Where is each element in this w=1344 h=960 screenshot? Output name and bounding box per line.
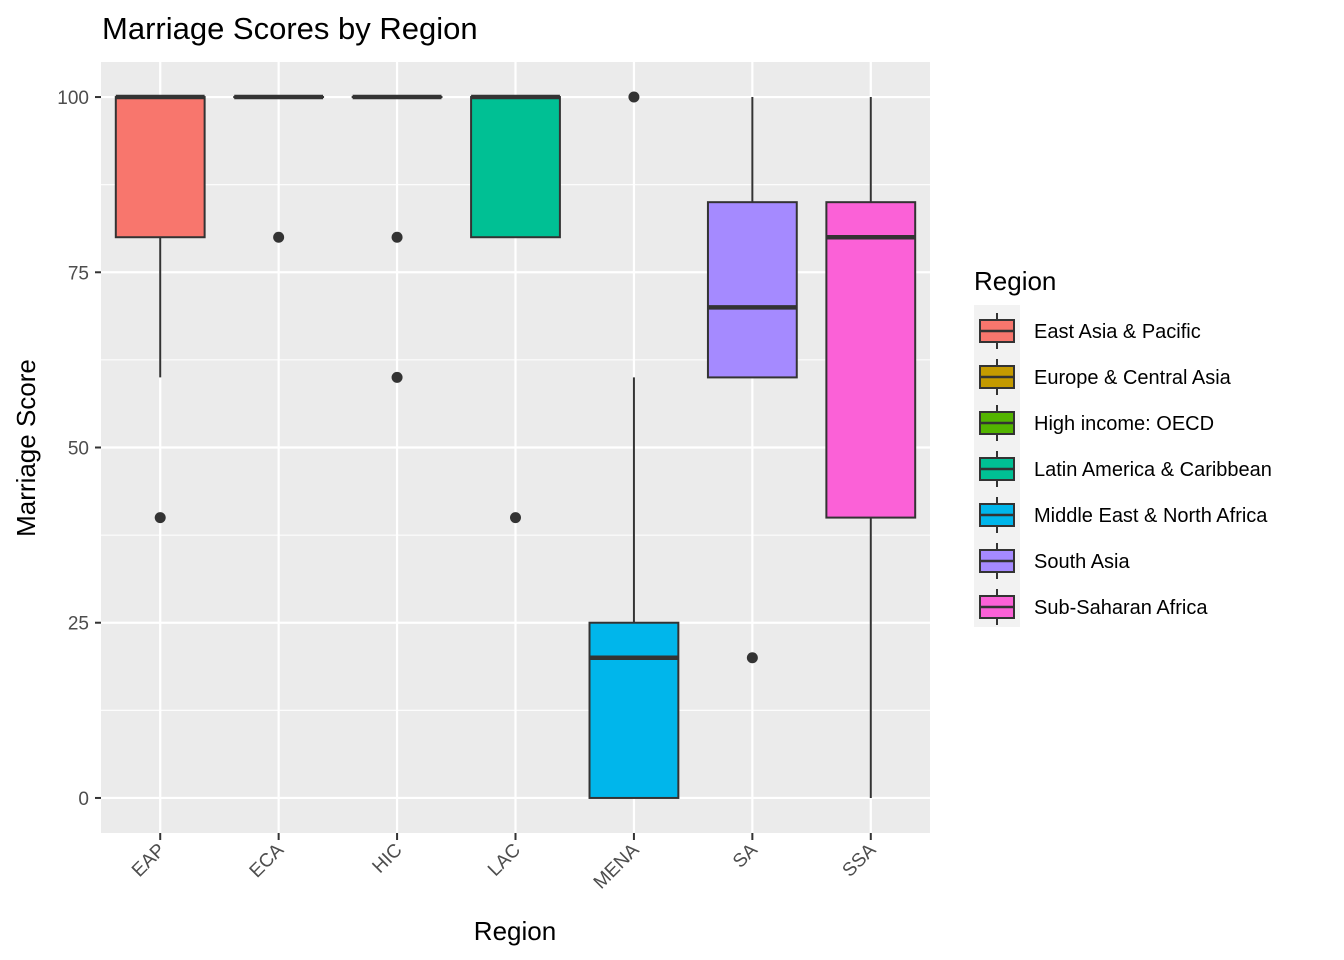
y-tick-label: 50: [68, 439, 89, 460]
boxplot-lac: [470, 94, 561, 524]
x-axis: EAP ECA HIC LAC MENA SA SSA: [128, 833, 881, 893]
legend-label: Europe & Central Asia: [1034, 367, 1232, 389]
legend-label: Latin America & Caribbean: [1034, 459, 1272, 481]
outlier-point: [154, 512, 166, 524]
box-plots: [114, 91, 917, 799]
boxplot-eca: [233, 94, 325, 243]
y-axis-label: Marriage Score: [11, 359, 41, 537]
legend-label: High income: OECD: [1034, 413, 1214, 435]
box: [470, 96, 561, 239]
boxplot-hic: [351, 94, 443, 383]
legend-item: Europe & Central Asia: [979, 359, 1232, 395]
legend-item: South Asia: [979, 543, 1131, 579]
chart-title: Marriage Scores by Region: [102, 11, 478, 46]
box: [706, 201, 798, 379]
box: [588, 621, 680, 799]
legend-item: Sub-Saharan Africa: [979, 589, 1208, 625]
x-tick-label: LAC: [484, 840, 525, 881]
legend: Region East Asia & Pacific Europe & Centr…: [974, 266, 1272, 627]
x-tick-label: HIC: [369, 840, 407, 878]
legend-item: East Asia & Pacific: [979, 313, 1201, 349]
legend-item: High income: OECD: [979, 405, 1214, 441]
legend-label: Sub-Saharan Africa: [1034, 597, 1208, 619]
boxplot-mena: [588, 91, 680, 799]
y-tick-label: 100: [57, 88, 89, 109]
boxplot-eap: [114, 94, 206, 524]
legend-label: East Asia & Pacific: [1034, 321, 1201, 343]
outlier-point: [746, 652, 758, 664]
box: [114, 96, 206, 239]
box: [825, 201, 917, 519]
x-axis-label: Region: [474, 916, 556, 946]
x-tick-label: SSA: [839, 839, 881, 881]
x-tick-label: ECA: [246, 839, 289, 882]
y-tick-label: 0: [78, 789, 89, 810]
outlier-point: [273, 231, 285, 243]
y-tick-label: 75: [68, 263, 89, 284]
outlier-point: [391, 231, 403, 243]
y-tick-label: 25: [68, 614, 89, 635]
outlier-point: [510, 512, 521, 524]
legend-label: Middle East & North Africa: [1034, 505, 1268, 527]
boxplot-ssa: [825, 97, 917, 798]
legend-item: Middle East & North Africa: [979, 497, 1268, 533]
outlier-point: [391, 371, 403, 383]
boxplot-sa: [706, 97, 798, 664]
x-tick-label: SA: [729, 839, 762, 872]
x-tick-label: MENA: [590, 839, 644, 893]
y-axis: 0 25 50 75 100: [57, 88, 101, 810]
x-tick-label: EAP: [128, 840, 170, 882]
outlier-point: [628, 91, 640, 103]
legend-label: South Asia: [1034, 551, 1131, 573]
legend-title: Region: [974, 266, 1056, 296]
legend-item: Latin America & Caribbean: [979, 451, 1272, 487]
